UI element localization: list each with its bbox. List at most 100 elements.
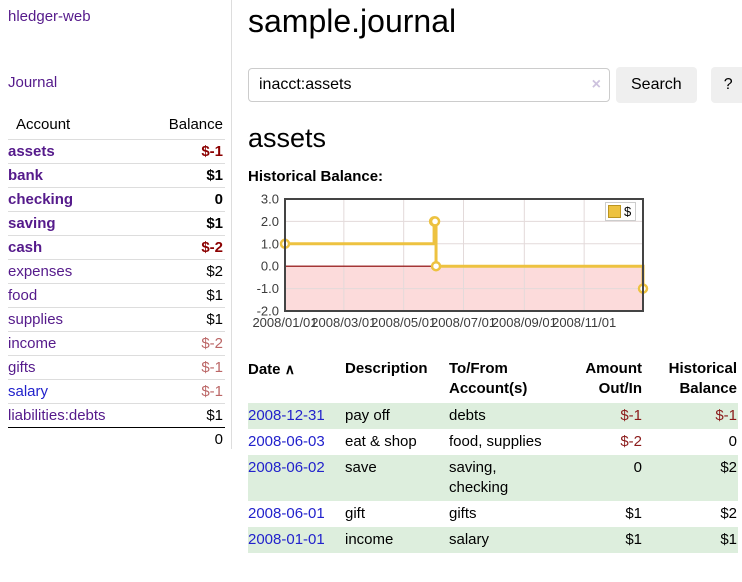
main-content: sample.journal × Search ? assets Histori… [248, 0, 742, 554]
transaction-date-link[interactable]: 2008-06-02 [248, 459, 325, 477]
transaction-date-link[interactable]: 2008-01-01 [248, 531, 325, 549]
account-row-liabilities-debts: liabilities:debts $1 [8, 403, 225, 428]
svg-text:2008/05/01: 2008/05/01 [371, 315, 436, 330]
account-balance: $1 [138, 211, 225, 236]
transaction-description: income [345, 531, 394, 549]
transaction-accounts: food, supplies [449, 433, 542, 451]
account-link-liabilities-debts[interactable]: liabilities:debts [8, 407, 106, 424]
accounts-total-row: 0 [8, 427, 225, 451]
transaction-amount: $1 [625, 531, 642, 549]
svg-text:2.0: 2.0 [261, 214, 279, 229]
account-row-salary: salary $-1 [8, 379, 225, 404]
account-link-food[interactable]: food [8, 287, 38, 304]
svg-text:0.0: 0.0 [261, 259, 279, 274]
register-row: 2008-06-03 eat & shop food, supplies $-2… [248, 429, 738, 455]
sidebar-item-journal[interactable]: Journal [8, 74, 58, 91]
sort-ascending-icon: ∧ [284, 361, 295, 378]
register-row: 2008-06-01 gift gifts $1 $2 [248, 501, 738, 527]
account-row-food: food $1 [8, 283, 225, 308]
account-balance: 0 [138, 187, 225, 212]
account-balance: $2 [138, 259, 225, 284]
accounts-header-account: Account [16, 116, 71, 133]
svg-text:2008/09/01: 2008/09/01 [492, 315, 557, 330]
brand-link[interactable]: hledger-web [8, 8, 91, 25]
account-balance: $1 [138, 403, 225, 428]
register-header-date[interactable]: Date ∧ [248, 361, 295, 379]
register-row: 2008-12-31 pay off debts $-1 $-1 [248, 403, 738, 430]
account-balance: $1 [138, 283, 225, 308]
chart-legend: $ [605, 202, 637, 222]
account-row-gifts: gifts $-1 [8, 355, 225, 380]
account-row-bank: bank $1 [8, 163, 225, 188]
transaction-description: save [345, 459, 377, 477]
account-link-cash[interactable]: cash [8, 239, 43, 256]
accounts-table: Account Balance assets $-1 bank $1 checkin… [8, 112, 225, 451]
transaction-accounts: salary [449, 531, 490, 549]
transaction-date-link[interactable]: 2008-06-03 [248, 433, 325, 451]
account-link-salary[interactable]: salary [8, 383, 49, 400]
account-link-income[interactable]: income [8, 335, 57, 352]
page-title: sample.journal [248, 3, 457, 39]
transaction-accounts: gifts [449, 505, 477, 523]
transaction-description: gift [345, 505, 366, 523]
account-link-assets[interactable]: assets [8, 143, 55, 160]
transaction-amount: $1 [625, 505, 642, 523]
transaction-balance: $-1 [715, 407, 737, 425]
transaction-balance: $1 [720, 531, 737, 549]
register-table: Date ∧ Description To/From Account(s) Am… [248, 357, 738, 554]
account-title: assets [248, 122, 327, 153]
register-header-row: Date ∧ Description To/From Account(s) Am… [248, 357, 738, 403]
transaction-date-link[interactable]: 2008-06-01 [248, 505, 325, 523]
legend-label: $ [624, 204, 632, 220]
svg-text:3.0: 3.0 [261, 194, 279, 207]
account-balance: $-1 [138, 139, 225, 164]
register-header-description: Description [345, 360, 428, 378]
account-row-expenses: expenses $2 [8, 259, 225, 284]
register-row: 2008-01-01 income salary $1 $1 [248, 527, 738, 554]
clear-search-icon[interactable]: × [591, 75, 601, 93]
transaction-description: pay off [345, 407, 390, 425]
account-row-assets: assets $-1 [8, 139, 225, 164]
transaction-description: eat & shop [345, 433, 417, 451]
account-row-supplies: supplies $1 [8, 307, 225, 332]
transaction-accounts: debts [449, 407, 486, 425]
account-link-checking[interactable]: checking [8, 191, 74, 208]
register-header-balance: Historical Balance [668, 360, 737, 398]
svg-text:2008/11/01: 2008/11/01 [552, 315, 616, 330]
transaction-amount: $-1 [620, 407, 642, 425]
account-link-bank[interactable]: bank [8, 167, 44, 184]
svg-text:2008/07/01: 2008/07/01 [431, 315, 496, 330]
account-balance: $-1 [138, 379, 225, 404]
search-input[interactable] [248, 67, 610, 102]
account-balance: $-2 [138, 331, 225, 356]
transaction-amount: 0 [633, 459, 642, 477]
register-header-accounts: To/From Account(s) [449, 360, 528, 398]
historical-balance-chart[interactable]: 3.0 2.0 1.0 0.0 -1.0 -2.0 2008/01/01 2008/03/01… [248, 194, 742, 339]
register-header-amount: Amount Out/In [585, 360, 642, 398]
accounts-total-value: 0 [138, 427, 225, 451]
transaction-date-link[interactable]: 2008-12-31 [248, 407, 325, 425]
help-button[interactable]: ? [710, 66, 742, 103]
account-link-expenses[interactable]: expenses [8, 263, 73, 280]
account-row-checking: checking 0 [8, 187, 225, 212]
svg-text:-2.0: -2.0 [257, 304, 279, 319]
register-row: 2008-06-02 save saving, checking 0 $2 [248, 455, 738, 502]
account-row-cash: cash $-2 [8, 235, 225, 260]
sidebar: hledger-web Journal Account Balance asse… [0, 0, 232, 451]
account-link-saving[interactable]: saving [8, 215, 56, 232]
account-link-gifts[interactable]: gifts [8, 359, 36, 376]
account-link-supplies[interactable]: supplies [8, 311, 64, 328]
transaction-amount: $-2 [620, 433, 642, 451]
transaction-balance: 0 [728, 433, 737, 451]
svg-text:2008/01/01: 2008/01/01 [252, 315, 317, 330]
chart-title: Historical Balance: [248, 168, 384, 186]
legend-swatch-icon [608, 205, 621, 219]
transaction-balance: $2 [720, 459, 737, 477]
account-balance: $1 [138, 307, 225, 332]
account-balance: $1 [138, 163, 225, 188]
transaction-balance: $2 [720, 505, 737, 523]
search-form: × Search ? [248, 66, 742, 103]
transaction-accounts: saving, checking [449, 459, 509, 497]
search-button[interactable]: Search [616, 66, 697, 103]
svg-text:-1.0: -1.0 [257, 282, 279, 297]
